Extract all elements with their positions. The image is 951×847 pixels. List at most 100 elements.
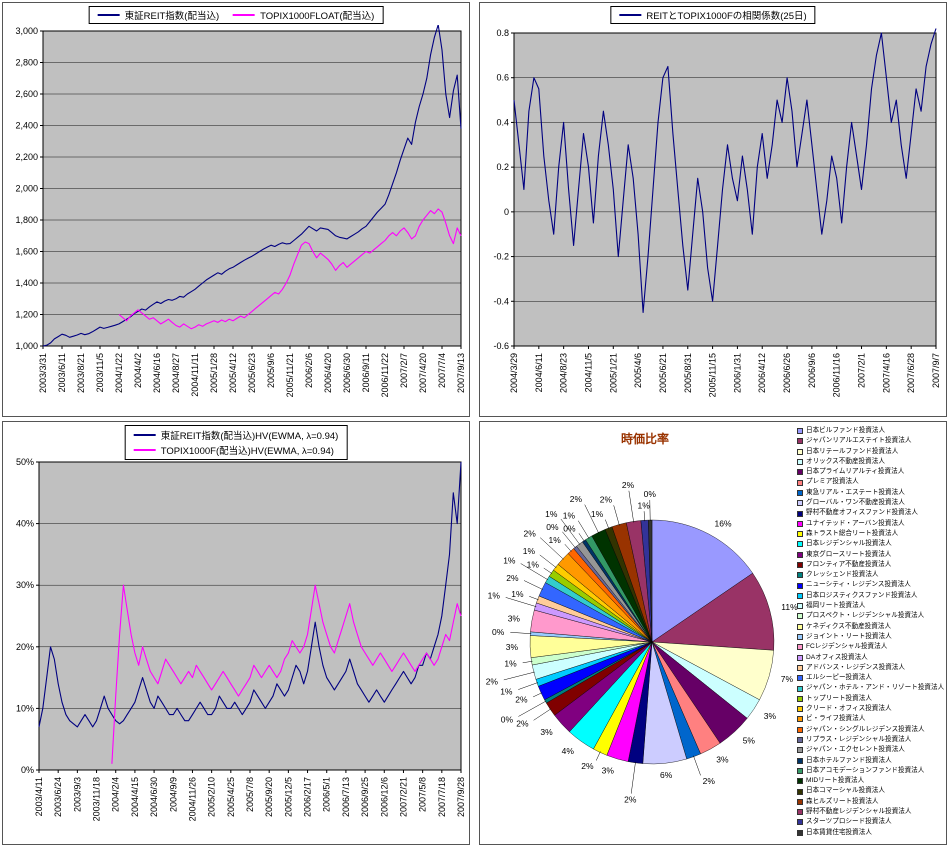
pie-percent-label: 1% [511, 589, 524, 599]
x-tick-label: 2007/7/4 [437, 353, 447, 388]
leader-line [539, 554, 557, 568]
pie-legend-item: 東急リアル・エステート投資法人 [797, 488, 945, 498]
pie-percent-label: 2% [581, 761, 594, 771]
leader-line [540, 537, 564, 560]
x-tick-label: 2005/9/6 [266, 353, 276, 388]
pie-percent-label: 1% [549, 535, 562, 545]
x-tick-label: 2006/9/11 [361, 353, 371, 392]
legend-label: REITとTOPIX1000Fの相関係数(25日) [646, 11, 807, 22]
x-tick-label: 2006/5/1 [322, 777, 332, 812]
pie-legend-item: クレッシェンド投資法人 [797, 570, 945, 580]
pie-legend-swatch [797, 592, 803, 599]
pie-legend-item: 日本ホテルファンド投資法人 [797, 756, 945, 766]
pie-legend-label: 東京グロースリート投資法人 [806, 550, 892, 558]
pie-legend-swatch [797, 798, 803, 805]
y-tick-label: 50% [16, 457, 34, 467]
x-tick-label: 2004/8/23 [559, 353, 569, 393]
pie-percent-label: 2% [516, 719, 529, 729]
pie-legend-swatch [797, 644, 803, 651]
pie-legend-swatch [797, 448, 803, 455]
pie-legend-label: MIDリート投資法人 [806, 777, 865, 785]
pie-legend-item: ジョイント・リート投資法人 [797, 632, 945, 642]
pie-percent-label: 3% [602, 766, 615, 776]
pie-percent-label: 3% [540, 727, 553, 737]
pie-legend-item: 日本プライムリアルティ投資法人 [797, 467, 945, 477]
legend-item: TOPIX1000F(配当込)HV(EWMA, λ=0.94) [133, 443, 334, 457]
x-tick-label: 2007/4/16 [881, 353, 891, 393]
pie-legend-label: 野村不動産レジデンシャル投資法人 [806, 807, 912, 815]
leader-line [532, 692, 543, 698]
pie-legend-swatch [797, 582, 803, 589]
pie-legend-label: 日本ビルファンド投資法人 [806, 427, 886, 434]
leader-line [533, 708, 552, 721]
leader-line [630, 761, 636, 794]
pie-percent-label: 3% [716, 755, 729, 765]
pie-legend-swatch [797, 510, 803, 517]
chart-historical-volatility: 東証REIT指数(配当込)HV(EWMA, λ=0.94) TOPIX1000F… [2, 421, 470, 845]
pie-legend-item: スターツプロシード投資法人 [797, 817, 945, 827]
x-tick-label: 2005/8/31 [683, 353, 693, 393]
y-tick-label: 1,800 [15, 215, 38, 225]
series-line-0 [38, 461, 462, 728]
y-tick-label: -0.2 [493, 252, 509, 262]
pie-legend-swatch [797, 479, 803, 486]
pie-legend-item: ケネディクス不動産投資法人 [797, 622, 945, 632]
pie-legend-label: ジャパン・シングルレジデンス投資法人 [806, 725, 925, 733]
pie-legend-swatch [797, 551, 803, 558]
chart-correlation: REITとTOPIX1000Fの相関係数(25日) -0.6 -0.4 -0.2 0 0… [479, 2, 947, 417]
pie-legend-swatch [797, 726, 803, 733]
y-tick-label: 0.4 [496, 117, 509, 127]
pie-legend-item: エルシーピー投資法人 [797, 673, 945, 683]
x-tick-label: 2003/9/3 [72, 777, 82, 812]
pie-chart-svg: 16%11%7%3%5%3%2%6%2%3%2%4%3%2%0%2%1%2%1%… [486, 480, 798, 805]
pie-legend-swatch [797, 428, 803, 435]
pie-percent-label: 3% [506, 642, 519, 652]
x-tick-label: 2003/8/21 [76, 353, 86, 393]
y-tick-label: 1,000 [15, 341, 38, 351]
pie-slice [651, 572, 775, 651]
x-tick-label: 2004/2/4 [111, 777, 121, 812]
pie-legend-item: プロスペクト・レジデンシャル投資法人 [797, 611, 945, 621]
x-tick-label: 2004/11/5 [583, 353, 593, 392]
pie-legend-item: トップリート投資法人 [797, 694, 945, 704]
leader-line [510, 632, 532, 634]
y-tick-label: 0.8 [496, 28, 509, 38]
pie-title: 時価比率 [620, 432, 669, 446]
y-tick-label: 3,000 [15, 26, 38, 36]
y-tick-label: 20% [16, 642, 34, 652]
x-tick-label: 2007/2/7 [399, 353, 409, 388]
pie-legend-swatch [797, 767, 803, 774]
pie-legend-label: フロンティア不動産投資法人 [806, 560, 892, 568]
pie-legend-swatch [797, 438, 803, 445]
pie-legend-swatch [797, 757, 803, 764]
pie-legend-label: ジョイント・リート投資法人 [806, 632, 892, 640]
pie-legend-label: 日本プライムリアルティ投資法人 [806, 468, 905, 476]
pie-legend-swatch [797, 788, 803, 795]
pie-legend-item: 日本賃貸住宅投資法人 [797, 828, 945, 838]
legend-label: TOPIX1000FLOAT(配当込) [260, 11, 375, 22]
x-tick-label: 2003/11/5 [95, 353, 105, 392]
pie-percent-label: 6% [660, 770, 673, 780]
x-tick-label: 2003/6/24 [53, 777, 63, 817]
pie-percent-label: 3% [508, 614, 521, 624]
pie-slice [651, 519, 753, 643]
pie-legend-label: ジャパン・ホテル・アンド・リゾート投資法人 [806, 684, 945, 692]
y-tick-label: -0.6 [493, 341, 509, 351]
leader-line [562, 531, 576, 549]
leader-line [613, 505, 620, 526]
pie-percent-label: 0% [546, 522, 559, 532]
pie-legend-swatch [797, 469, 803, 476]
legend-line-swatch [133, 434, 156, 436]
leader-line [560, 518, 581, 545]
pie-legend-label: ジャパン・エクセレント投資法人 [806, 746, 905, 754]
x-tick-label: 2007/9/7 [931, 353, 941, 388]
pie-legend-item: 野村不動産オフィスファンド投資法人 [797, 508, 945, 518]
pie-percent-label: 4% [562, 746, 575, 756]
leader-line [505, 597, 537, 607]
y-tick-label: 0 [504, 207, 509, 217]
x-tick-label: 2004/1/22 [114, 353, 124, 393]
pie-legend-label: 東急リアル・エステート投資法人 [806, 488, 905, 496]
x-tick-label: 2005/2/10 [207, 777, 217, 817]
x-tick-label: 2003/6/11 [57, 353, 67, 392]
x-tick-label: 2006/1/31 [732, 353, 742, 393]
